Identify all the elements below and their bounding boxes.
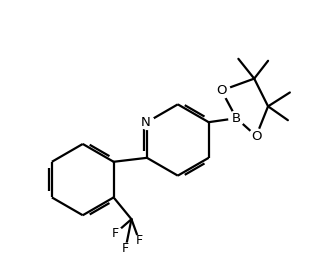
Text: N: N <box>141 116 151 129</box>
Text: F: F <box>136 234 143 248</box>
Text: F: F <box>112 227 119 240</box>
Text: F: F <box>122 242 129 255</box>
Text: B: B <box>232 112 241 125</box>
Text: O: O <box>251 130 261 143</box>
Text: O: O <box>216 84 227 97</box>
Text: N: N <box>141 116 151 129</box>
